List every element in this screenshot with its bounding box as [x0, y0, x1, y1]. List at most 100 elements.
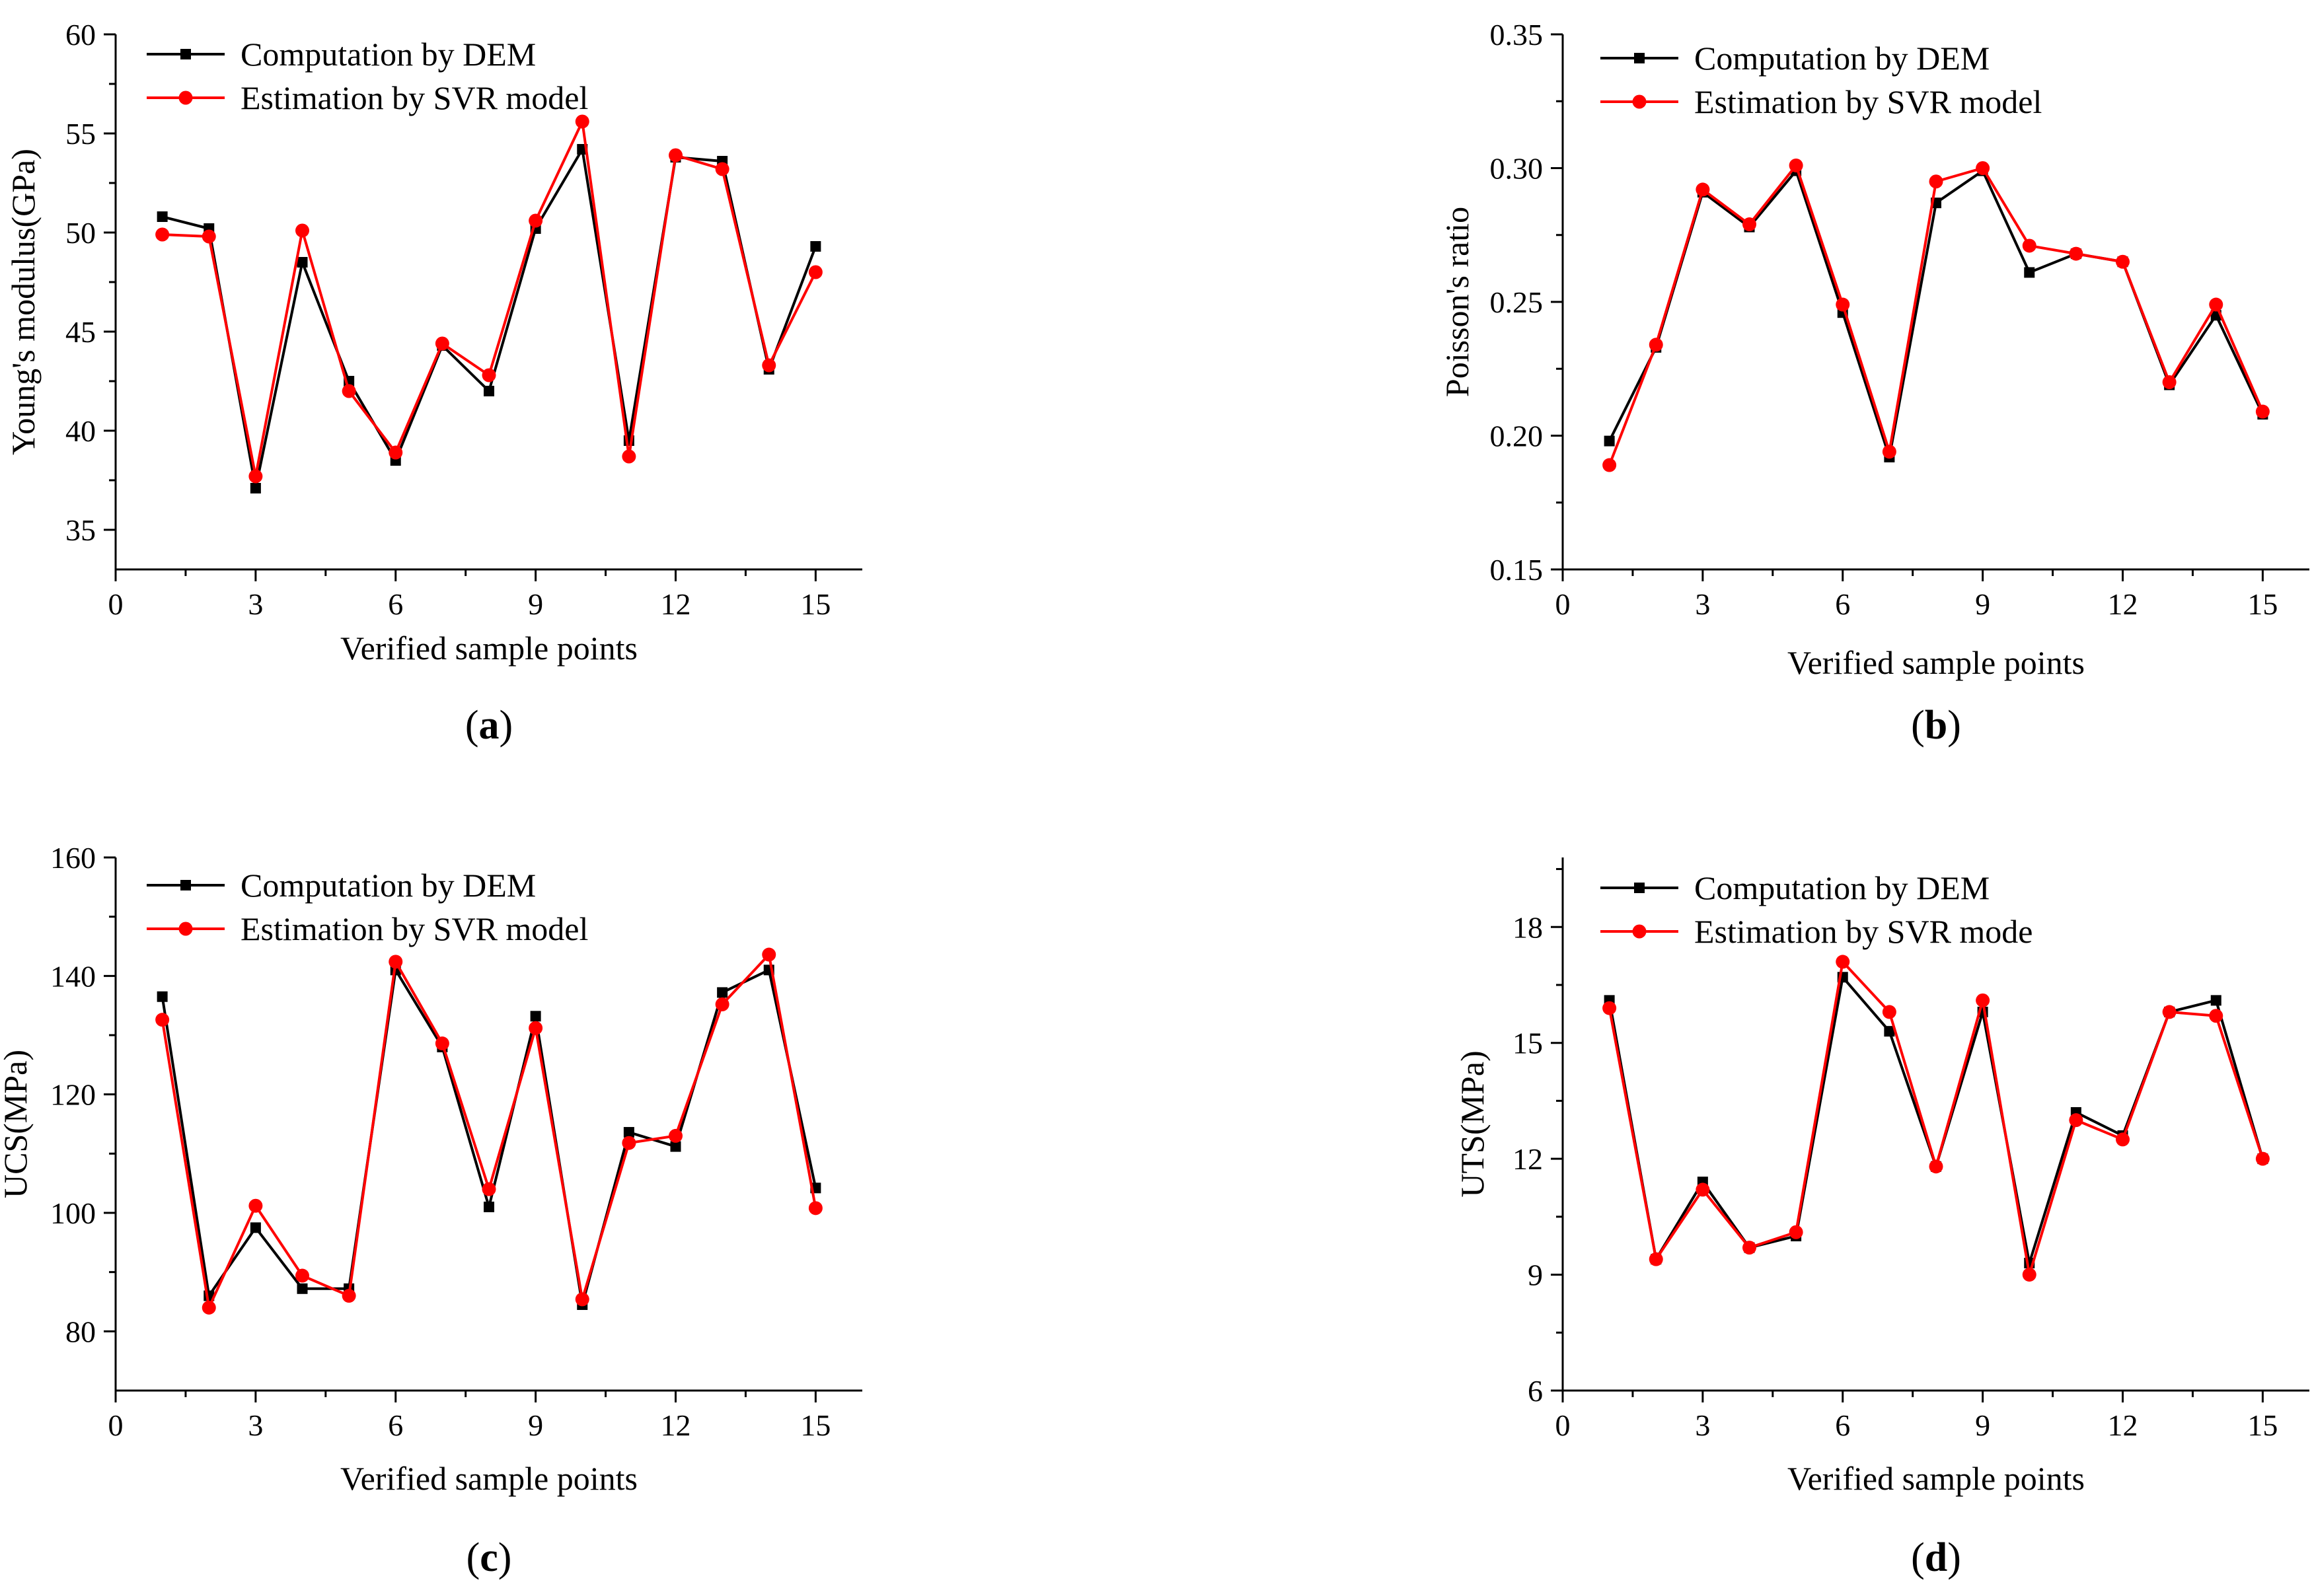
data-point-svr	[622, 1136, 636, 1150]
data-point-dem	[670, 1141, 681, 1152]
y-tick-label: 0.20	[1490, 419, 1544, 453]
y-tick-label: 0.30	[1490, 152, 1544, 186]
y-axis-title: Young's modulus(GPa)	[5, 149, 42, 455]
data-point-svr	[389, 955, 403, 969]
y-tick-label: 140	[50, 959, 96, 993]
data-point-svr	[1742, 1241, 1756, 1255]
data-point-svr	[155, 1013, 170, 1027]
x-tick-label: 0	[1555, 1408, 1571, 1442]
data-point-svr	[1836, 955, 1850, 969]
data-point-svr	[2022, 238, 2036, 253]
data-point-svr	[1789, 158, 1803, 172]
y-tick-label: 160	[50, 841, 96, 875]
data-point-svr	[669, 148, 683, 163]
x-tick-label: 0	[108, 587, 124, 621]
data-point-svr	[389, 445, 403, 460]
data-point-svr	[2209, 1009, 2223, 1023]
data-point-svr	[202, 229, 216, 244]
data-point-dem	[250, 483, 261, 493]
data-point-svr	[2209, 297, 2223, 312]
legend: Computation by DEM Estimation by SVR mode…	[1600, 40, 2042, 120]
y-axis-title: Poisson's ratio	[1438, 207, 1475, 397]
data-point-svr	[1976, 161, 1990, 175]
data-point-svr	[2069, 1113, 2083, 1128]
x-tick-label: 6	[1835, 1408, 1850, 1442]
legend-label-dem: Computation by DEM	[241, 36, 536, 73]
legend-label-svr: Estimation by SVR mode	[1694, 913, 2033, 950]
legend-marker-dem	[180, 880, 191, 890]
x-tick-label: 9	[1975, 587, 1990, 621]
data-point-svr	[2022, 1268, 2036, 1282]
x-tick-label: 12	[661, 587, 691, 621]
chart-panel-d: 0 3 6 9 12 15 6 9 12 15 18 Verified sample points UT…	[1454, 857, 2309, 1580]
panel-label-open-paren: (	[467, 1535, 480, 1580]
y-tick-label: 40	[65, 414, 96, 448]
data-point-svr	[2116, 1132, 2130, 1147]
series-line-dem	[1608, 169, 2264, 458]
data-point-svr	[1649, 338, 1663, 352]
data-point-dem	[530, 1011, 541, 1022]
data-point-dem	[297, 257, 308, 268]
y-tick-label: 9	[1528, 1258, 1543, 1292]
data-point-svr	[295, 1268, 309, 1283]
data-point-svr	[295, 223, 309, 238]
legend-label-svr: Estimation by SVR model	[1694, 83, 2042, 120]
panel-label-close-paren: )	[500, 703, 513, 748]
legend-marker-svr	[1632, 94, 1647, 109]
data-point-svr	[1882, 1005, 1896, 1019]
legend-label-svr: Estimation by SVR model	[241, 79, 588, 116]
data-point-svr	[248, 469, 263, 484]
data-point-dem	[157, 211, 168, 222]
data-point-svr	[1696, 1182, 1710, 1197]
data-point-svr	[202, 1300, 216, 1315]
data-point-svr	[529, 1021, 543, 1035]
data-point-svr	[1882, 445, 1896, 459]
panel-label-close-paren: )	[498, 1535, 512, 1580]
legend-marker-svr	[178, 922, 193, 936]
data-point-svr	[1602, 1001, 1617, 1015]
series-line-dem	[1608, 976, 2264, 1265]
x-axis-title: Verified sample points	[1787, 644, 2085, 681]
x-tick-label: 15	[2247, 1408, 2278, 1442]
x-tick-label: 3	[1695, 1408, 1710, 1442]
y-tick-label: 0.35	[1490, 18, 1544, 52]
data-point-dem	[484, 1202, 494, 1213]
x-tick-label: 6	[388, 1408, 403, 1442]
data-point-dem	[2210, 995, 2221, 1006]
data-point-svr	[482, 368, 496, 382]
data-point-dem	[250, 1222, 261, 1233]
data-point-svr	[2255, 1151, 2270, 1166]
data-point-svr	[2162, 1005, 2177, 1019]
chart-panel-a: 0 3 6 9 12 15 35 40 45 50 55 60 Verified sample poin…	[5, 18, 862, 748]
x-tick-label: 3	[248, 1408, 263, 1442]
x-tick-label: 15	[2247, 587, 2278, 621]
y-tick-label: 45	[65, 315, 96, 349]
data-point-svr	[1929, 174, 1943, 189]
panel-label: (b)	[1911, 703, 1961, 748]
chart-panel-c: 0 3 6 9 12 15 80 100 120 140 160 Verified sample po…	[0, 841, 862, 1580]
x-tick-label: 3	[1695, 587, 1710, 621]
y-tick-label: 18	[1512, 910, 1543, 944]
panel-label-letter: a	[479, 703, 500, 748]
data-point-svr	[248, 1198, 263, 1213]
legend-marker-svr	[1632, 924, 1647, 939]
panel-label: (a)	[465, 703, 513, 748]
data-point-svr	[762, 947, 776, 962]
data-point-svr	[1602, 458, 1617, 472]
data-point-dem	[1604, 435, 1615, 447]
y-axis-title: UCS(MPa)	[0, 1050, 34, 1198]
data-point-svr	[1929, 1159, 1943, 1174]
y-tick-label: 15	[1512, 1027, 1543, 1060]
data-point-svr	[155, 227, 170, 242]
legend-label-dem: Computation by DEM	[1694, 40, 1990, 77]
data-point-svr	[715, 162, 729, 176]
data-point-svr	[435, 336, 449, 351]
y-axis-title: UTS(MPa)	[1454, 1050, 1491, 1197]
y-tick-label: 0.25	[1490, 285, 1544, 319]
data-point-svr	[1649, 1252, 1663, 1266]
legend-marker-svr	[178, 91, 193, 105]
x-axis-title: Verified sample points	[1787, 1460, 2085, 1497]
data-point-svr	[2116, 254, 2130, 269]
x-tick-label: 12	[661, 1408, 691, 1442]
